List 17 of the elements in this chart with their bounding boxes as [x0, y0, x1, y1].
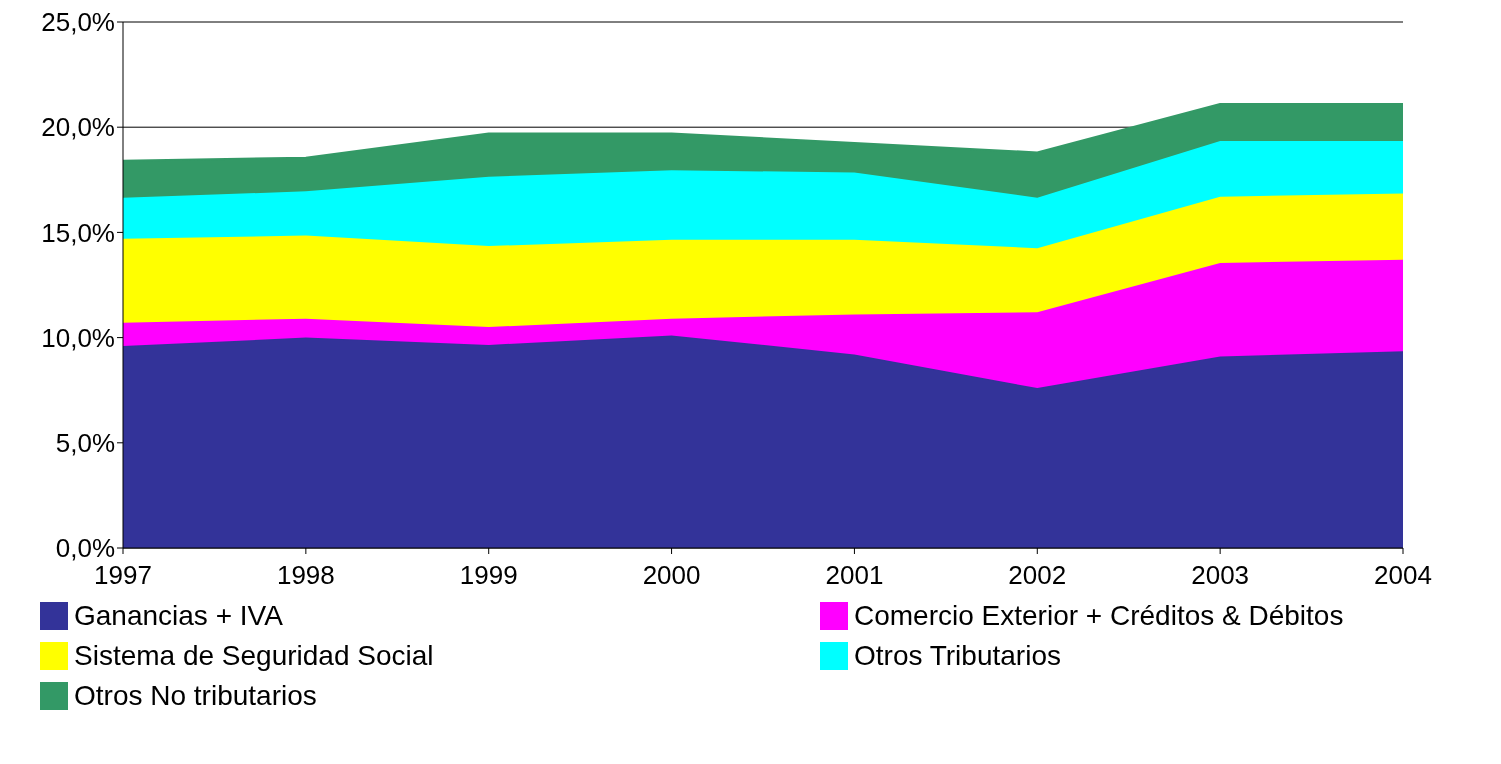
x-tick-label: 2003	[1191, 560, 1250, 591]
legend-label: Otros Tributarios	[854, 640, 1061, 672]
x-tick-label: 1999	[459, 560, 518, 591]
y-tick-label: 5,0%	[55, 428, 115, 459]
legend-label: Comercio Exterior + Créditos & Débitos	[854, 600, 1344, 632]
y-tick-label: 15,0%	[41, 217, 115, 248]
y-tick-label: 10,0%	[41, 322, 115, 353]
x-tick-label: 2002	[1008, 560, 1067, 591]
x-tick-label: 2001	[825, 560, 884, 591]
legend-label: Otros No tributarios	[74, 680, 317, 712]
legend-label: Sistema de Seguridad Social	[74, 640, 434, 672]
x-tick-label: 1998	[276, 560, 335, 591]
x-tick-label: 2000	[642, 560, 701, 591]
y-tick-label: 20,0%	[41, 112, 115, 143]
y-tick-label: 25,0%	[41, 7, 115, 38]
x-tick-label: 2004	[1374, 560, 1432, 591]
legend-label: Ganancias + IVA	[74, 600, 283, 632]
